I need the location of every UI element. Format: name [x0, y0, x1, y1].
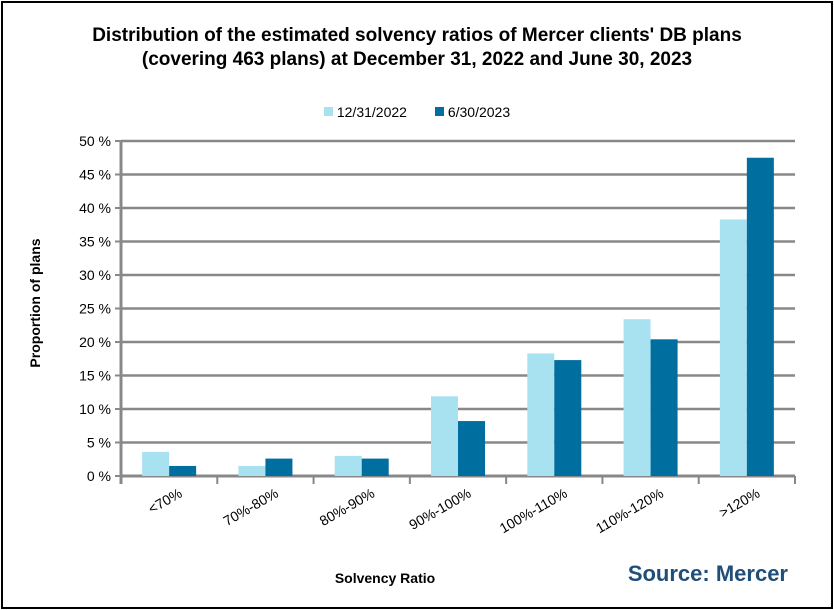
bar-2023	[746, 157, 774, 476]
y-tick-label: 10 %	[79, 401, 111, 417]
bar-2023	[361, 458, 389, 476]
x-tick-label: 80%-90%	[317, 485, 378, 529]
y-tick-label: 25 %	[79, 301, 111, 317]
legend-swatch-2023	[434, 107, 444, 116]
y-tick-label: 15 %	[79, 368, 111, 384]
bar-2022	[238, 465, 266, 476]
y-tick-label: 40 %	[79, 200, 111, 216]
title-line-1: Distribution of the estimated solvency r…	[92, 25, 742, 46]
legend-item-2023: 6/30/2023	[434, 103, 511, 120]
bar-2022	[623, 319, 651, 476]
x-tick-label: >120%	[716, 485, 762, 521]
x-tick-label: <70%	[145, 485, 184, 517]
y-tick-label: 20 %	[79, 334, 111, 350]
legend-label-2022: 12/31/2022	[336, 103, 407, 120]
y-tick-label: 0 %	[87, 468, 111, 484]
legend-item-2022: 12/31/2022	[323, 103, 407, 120]
title-line-2: (covering 463 plans) at December 31, 202…	[141, 49, 693, 70]
bar-2023	[169, 465, 197, 476]
bar-2023	[650, 339, 678, 476]
y-tick-label: 30 %	[79, 267, 111, 283]
source-note: Source: Mercer	[627, 561, 788, 586]
bar-2022	[527, 353, 555, 476]
legend-swatch-2022	[323, 107, 333, 116]
y-tick-label: 50 %	[79, 133, 111, 149]
bar-2022	[334, 455, 362, 476]
bar-2022	[431, 396, 458, 476]
legend: 12/31/2022 6/30/2023	[0, 103, 834, 120]
x-tick-label: 100%-110%	[497, 485, 570, 536]
legend-label-2023: 6/30/2023	[447, 103, 511, 120]
chart-title: Distribution of the estimated solvency r…	[0, 24, 834, 72]
x-tick-label: 90%-100%	[406, 485, 473, 533]
bar-2023	[265, 458, 293, 476]
x-tick-label: 110%-120%	[593, 485, 666, 536]
bar-2022	[142, 451, 170, 476]
y-tick-label: 45 %	[79, 167, 111, 183]
bar-2023	[458, 421, 485, 476]
bar-2022	[719, 219, 747, 476]
x-axis-label: Solvency Ratio	[334, 570, 436, 586]
y-tick-label: 5 %	[87, 435, 111, 451]
y-tick-label: 35 %	[79, 234, 111, 250]
x-tick-label: 70%-80%	[220, 485, 281, 529]
bar-2023	[554, 360, 582, 476]
